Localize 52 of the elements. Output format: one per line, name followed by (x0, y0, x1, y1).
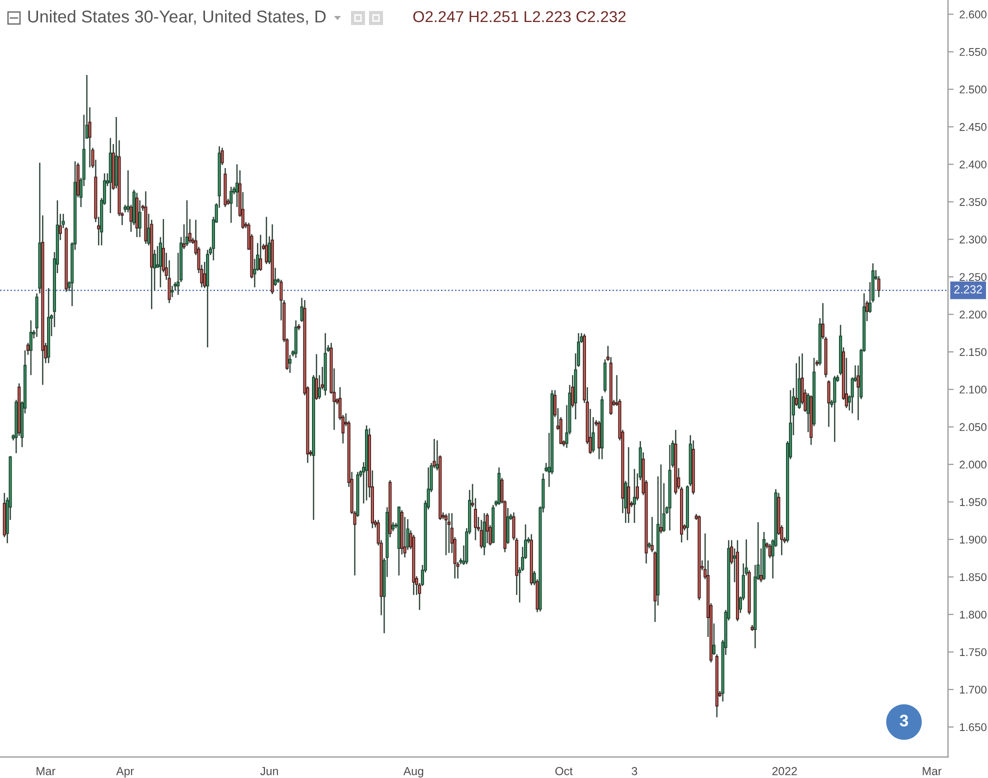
x-tick-label: 3 (632, 767, 638, 776)
candlestick (474, 498, 478, 541)
y-tick-label: 2.600 (960, 10, 986, 18)
y-tick-label: 1.750 (960, 648, 986, 656)
y-tick-label: 1.950 (960, 498, 986, 506)
candlestick (447, 512, 451, 554)
annotation: 3 (900, 714, 908, 726)
x-tick-label: Aug (403, 767, 424, 778)
y-tick-label: 2.350 (960, 198, 986, 206)
y-tick-label: 2.050 (960, 423, 986, 432)
candlestick (274, 267, 277, 286)
y-tick-label: 2.500 (960, 86, 986, 94)
candlestick (827, 380, 830, 428)
candlestick (733, 548, 736, 583)
y-tick-label: 2.400 (960, 160, 986, 168)
x-tick-label: Mar (922, 767, 942, 776)
y-tick-label: 2.150 (960, 348, 986, 356)
candlestick (288, 354, 292, 374)
candlestick (314, 353, 318, 401)
candlestick (650, 516, 654, 553)
candlestick (264, 216, 268, 265)
ref-line-label: 2.232 (954, 285, 982, 294)
candlestick (659, 464, 662, 534)
x-tick-label: Mar (36, 767, 56, 776)
candlestick (391, 522, 395, 532)
y-tick-label: 1.900 (960, 536, 986, 544)
y-tick-label: 2.200 (960, 310, 986, 318)
y-tick-label: 2.250 (960, 273, 986, 281)
x-tick-label: Jun (260, 767, 278, 776)
x-tick-label: Apr (116, 767, 134, 778)
annotation: O2.247 H2.251 L2.223 C2.232 (413, 11, 626, 22)
candlestick (29, 320, 32, 376)
y-tick-label: 1.850 (960, 573, 986, 582)
y-tick-label: 1.700 (960, 686, 986, 694)
candlestick (170, 285, 174, 298)
candlestick (712, 622, 716, 656)
y-tick-label: 2.000 (960, 460, 986, 469)
candlestick (444, 513, 448, 556)
text: United States 30-Year, United States, D (28, 10, 326, 25)
y-tick-label: 1.650 (960, 723, 986, 732)
candlestick (259, 234, 262, 272)
candlestick (230, 186, 233, 224)
x-tick-label: Oct (555, 767, 573, 776)
candlestick (632, 468, 636, 524)
candlestick (185, 200, 188, 247)
y-tick-label: 1.800 (960, 610, 986, 619)
y-tick-label: 2.450 (960, 123, 986, 131)
candlestick (203, 261, 206, 289)
y-tick-label: 2.550 (960, 48, 986, 56)
y-tick-label: 2.300 (960, 236, 986, 244)
y-tick-label: 2.100 (960, 386, 986, 394)
x-tick-label: 2022 (772, 767, 797, 776)
